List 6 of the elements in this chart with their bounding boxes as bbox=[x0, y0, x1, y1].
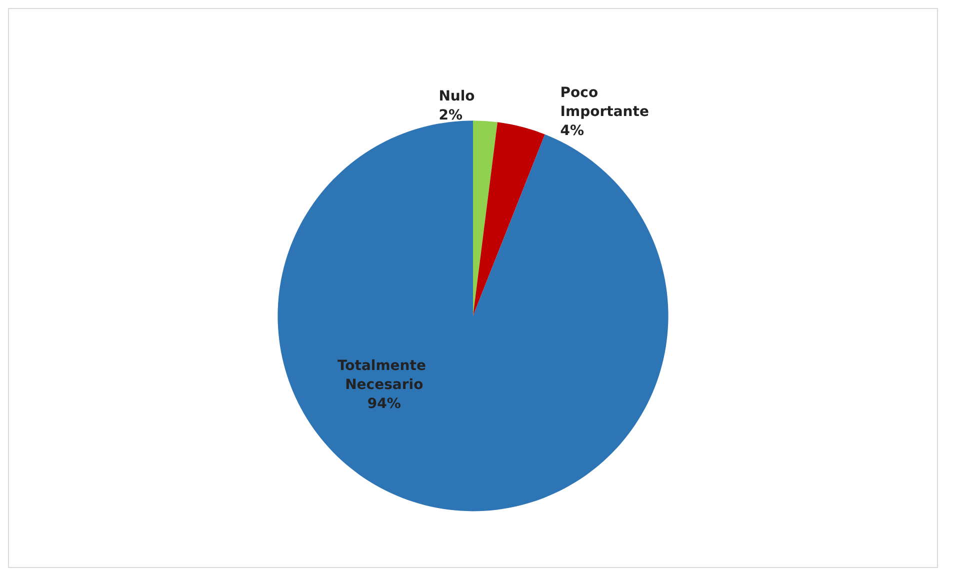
slice-label: Totalmente Necesario bbox=[337, 358, 431, 393]
slice-label: Poco Importante bbox=[560, 85, 649, 120]
data-label: 2% bbox=[438, 108, 462, 124]
data-label: 94% bbox=[367, 396, 401, 412]
slice-label: Nulo bbox=[438, 88, 476, 105]
data-label: 4% bbox=[560, 123, 584, 140]
